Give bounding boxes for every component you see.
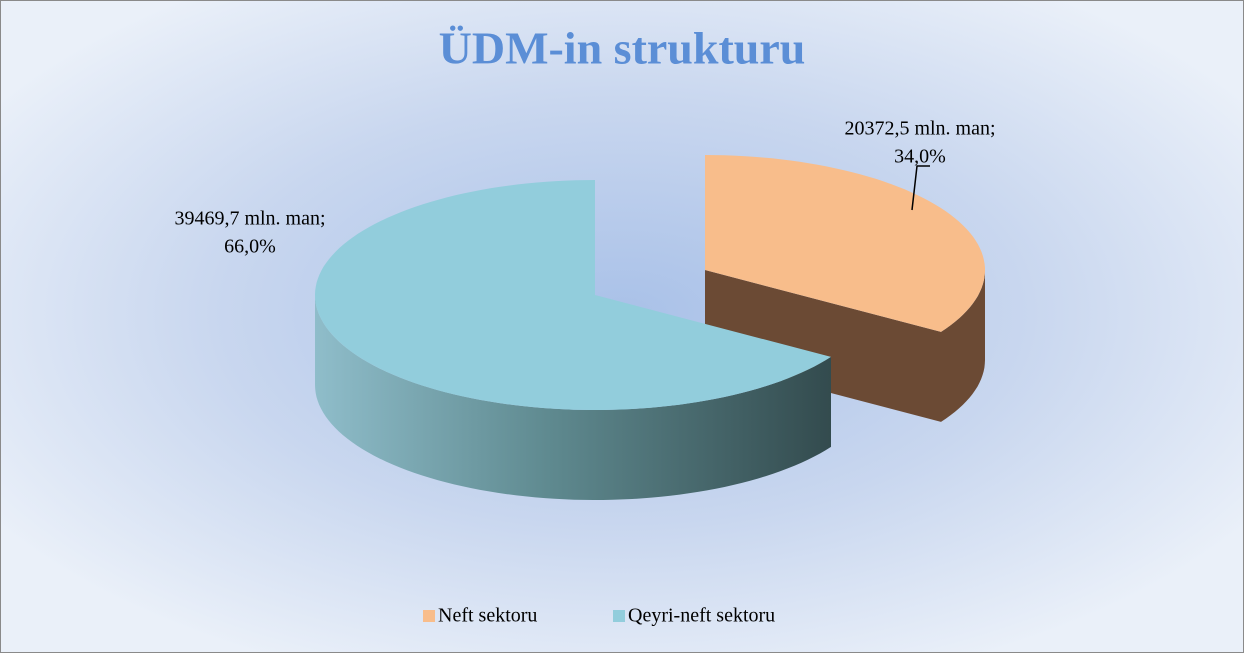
slice-cut-face bbox=[705, 270, 941, 422]
slice bbox=[705, 155, 985, 332]
leader-line bbox=[911, 165, 930, 211]
data-label: 39469,7 mln. man; bbox=[174, 208, 325, 230]
slice-side bbox=[941, 270, 985, 422]
legend-swatch bbox=[613, 610, 625, 622]
legend: Neft sektoru Qeyri-neft sektoru bbox=[423, 605, 775, 627]
labels: 20372,5 mln. man; 34,0% 39469,7 mln. man; 6… bbox=[174, 118, 995, 258]
legend-label: Neft sektoru bbox=[438, 605, 537, 627]
legend-swatch bbox=[423, 610, 435, 622]
percent-label: 66,0% bbox=[224, 236, 276, 258]
percent-label: 34,0% bbox=[894, 146, 946, 168]
legend-label: Qeyri-neft sektoru bbox=[628, 605, 775, 627]
pie bbox=[315, 155, 985, 500]
slice-side bbox=[315, 295, 831, 500]
data-label: 20372,5 mln. man; bbox=[844, 118, 995, 140]
slice bbox=[315, 180, 831, 410]
chart-title: ÜDM-in strukturu bbox=[439, 23, 806, 74]
